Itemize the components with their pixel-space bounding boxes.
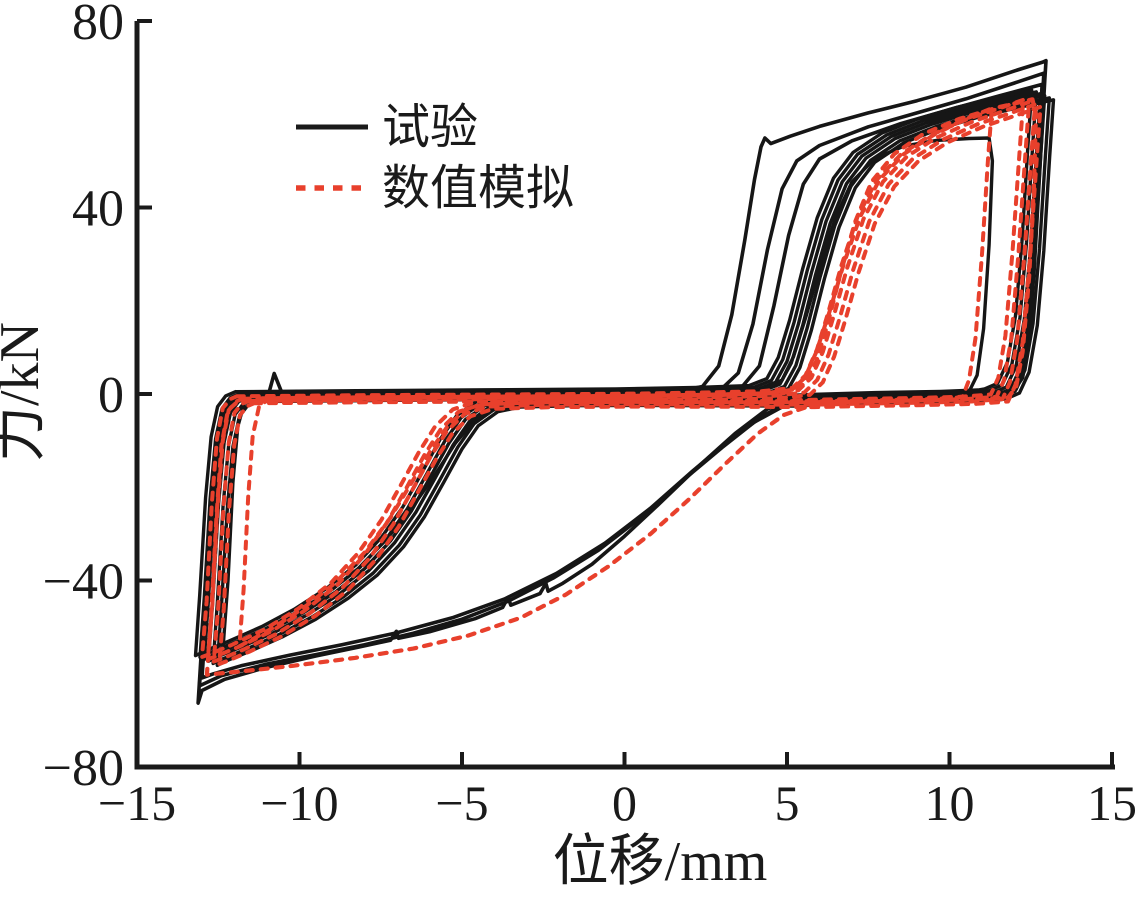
experiment-stable-cycle-band-path xyxy=(206,93,1047,663)
x-tick-label: 0 xyxy=(612,775,637,831)
simulation-stable-cycle-band-path xyxy=(217,104,1043,666)
x-axis-title: 位移/mm xyxy=(553,831,768,893)
x-tick-label: −5 xyxy=(435,775,488,831)
y-axis-title: 力/kN xyxy=(0,322,51,462)
simulation-inner-cycle-path xyxy=(237,106,994,649)
legend: 试验 数值模拟 xyxy=(296,101,574,215)
x-tick-label: 5 xyxy=(775,775,800,831)
experiment-stable-cycle-band-path xyxy=(202,91,1043,661)
simulation-stable-cycle-band-path xyxy=(200,97,1026,659)
x-tick-label: −10 xyxy=(260,775,338,831)
simulation-stable-cycle-band-path xyxy=(205,100,1032,662)
x-tick-label: 10 xyxy=(925,775,975,831)
legend-label-simulation: 数值模拟 xyxy=(382,162,574,215)
legend-label-experiment: 试验 xyxy=(382,101,478,154)
y-tick-label: 0 xyxy=(98,367,124,424)
x-tick-label: 15 xyxy=(1087,775,1137,831)
experiment-stable-cycle-band-path xyxy=(198,90,1039,660)
y-tick-label: 80 xyxy=(72,0,124,51)
y-tick-label: −40 xyxy=(43,554,124,611)
y-tick-label: −80 xyxy=(43,740,124,797)
x-tick-label: −15 xyxy=(98,775,176,831)
axes-layer: −15 −10 −5 0 5 10 15 −80 −40 0 40 80 xyxy=(43,0,1137,831)
simulation-stable-cycle-band-path xyxy=(211,102,1037,664)
experiment-stable-cycle-band-path xyxy=(193,88,1034,658)
series-layer xyxy=(193,58,1056,705)
y-tick-label: 40 xyxy=(72,181,124,238)
